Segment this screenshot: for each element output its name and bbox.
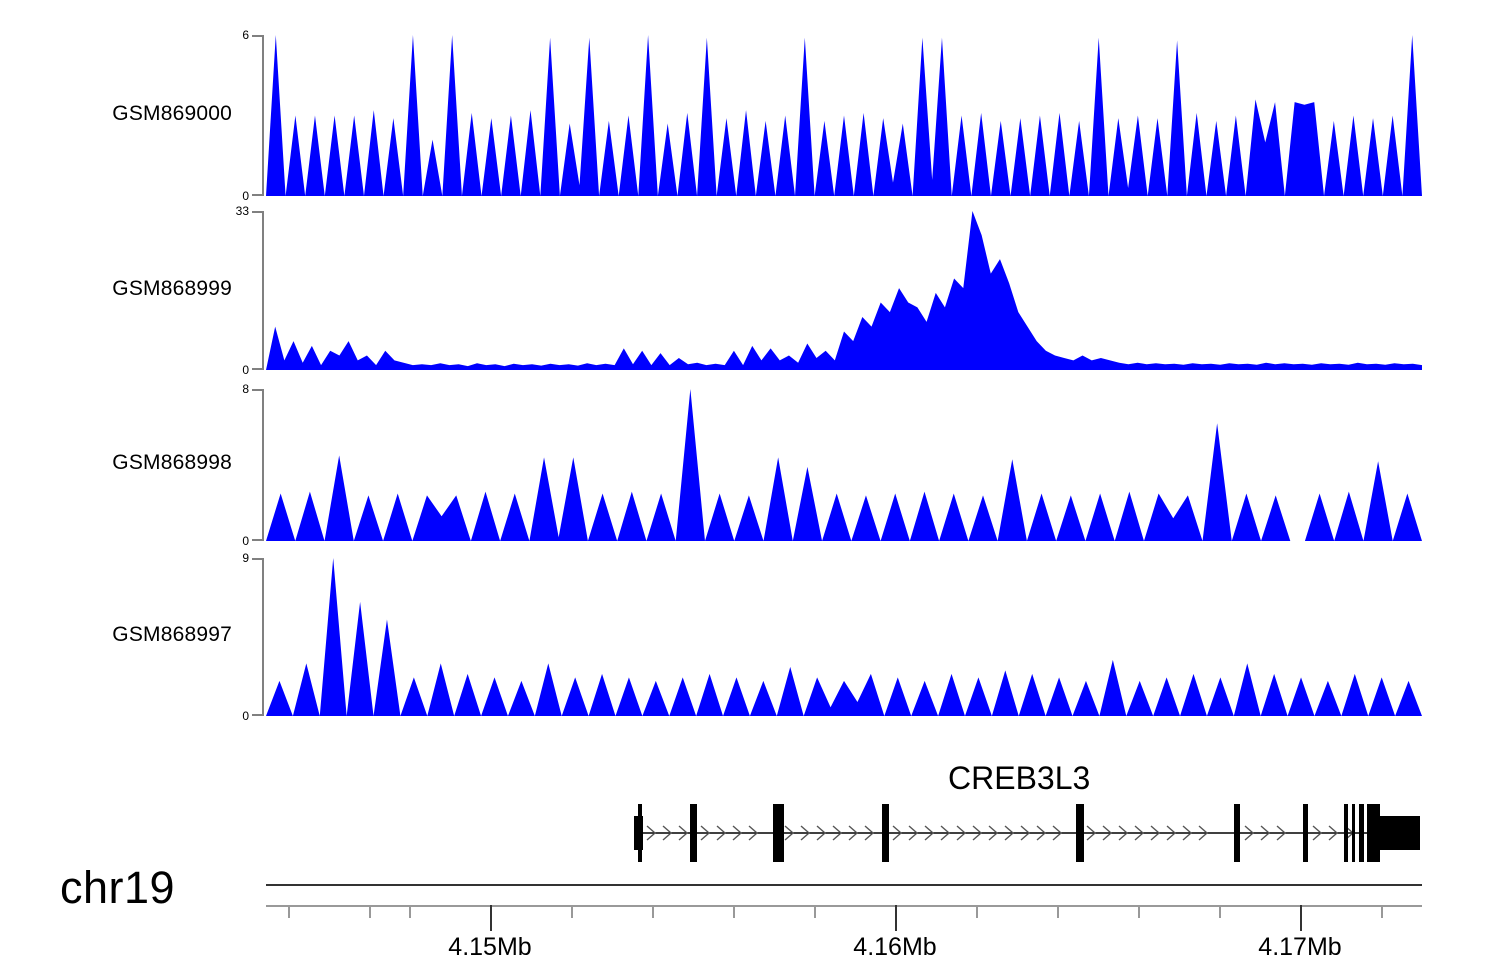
ruler-minor-tick [1138, 905, 1140, 918]
ruler-minor-tick [733, 905, 735, 918]
ruler-major-tick [895, 905, 897, 931]
y-axis-max-label: 8 [242, 382, 249, 396]
y-axis-gsm868997: 9 0 [236, 552, 264, 722]
y-axis-max-label: 6 [242, 28, 249, 42]
y-axis-tick-min [252, 714, 264, 716]
coverage-track-gsm868999: GSM868999 33 0 [0, 205, 1500, 376]
ruler-minor-tick [288, 905, 290, 918]
y-axis-tick-max [252, 35, 264, 37]
y-axis-max-label: 9 [242, 551, 249, 565]
ruler-minor-tick [976, 905, 978, 918]
coverage-track-gsm868998: GSM868998 8 0 [0, 383, 1500, 547]
track-label-gsm868998: GSM868998 [112, 451, 232, 474]
y-axis-max-label: 33 [235, 204, 249, 218]
coverage-plot-gsm868998[interactable] [266, 389, 1422, 541]
ruler-minor-tick [814, 905, 816, 918]
ruler-minor-tick [409, 905, 411, 918]
gene-model-glyph[interactable] [0, 802, 1500, 864]
ruler-minor-tick [369, 905, 371, 918]
gene-annotation-track: CREB3L3 [0, 760, 1500, 875]
y-axis-tick-min [252, 194, 264, 196]
y-axis-tick-max [252, 558, 264, 560]
gene-label-text: CREB3L3 [948, 760, 1091, 796]
y-axis-line [262, 558, 264, 716]
coverage-track-gsm869000: GSM869000 6 0 [0, 29, 1500, 202]
y-axis-line [262, 211, 264, 370]
chromosome-label: chr19 [60, 862, 176, 913]
y-axis-tick-max [252, 211, 264, 213]
ruler-line [266, 905, 1422, 907]
y-axis-tick-min [252, 368, 264, 370]
coverage-plot-gsm869000[interactable] [266, 35, 1422, 196]
y-axis-min-label: 0 [242, 363, 249, 377]
coverage-plot-gsm868997[interactable] [266, 558, 1422, 716]
ruler-major-tick [1300, 905, 1302, 931]
gene-label[interactable]: CREB3L3 [0, 760, 1500, 797]
y-axis-tick-max [252, 389, 264, 391]
gene-track-baseline [266, 884, 1422, 886]
ruler-minor-tick [652, 905, 654, 918]
y-axis-min-label: 0 [242, 534, 249, 548]
genomic-coordinate-ruler[interactable]: 4.15Mb 4.16Mb 4.17Mb [266, 905, 1422, 961]
track-label-gsm868999: GSM868999 [112, 276, 232, 300]
y-axis-tick-min [252, 539, 264, 541]
ruler-tick-label: 4.15Mb [448, 933, 532, 961]
y-axis-min-label: 0 [242, 709, 249, 723]
ruler-tick-label: 4.16Mb [853, 933, 937, 961]
ruler-tick-label: 4.17Mb [1258, 933, 1342, 961]
coverage-track-gsm868997: GSM868997 9 0 [0, 552, 1500, 722]
track-label-gsm868997: GSM868997 [112, 623, 232, 646]
ruler-minor-tick [1381, 905, 1383, 918]
ruler-minor-tick [1057, 905, 1059, 918]
coverage-plot-gsm868999[interactable] [266, 211, 1422, 370]
ruler-minor-tick [1219, 905, 1221, 918]
y-axis-min-label: 0 [242, 189, 249, 203]
ruler-major-tick [490, 905, 492, 931]
y-axis-gsm868999: 33 0 [236, 205, 264, 376]
ruler-minor-tick [571, 905, 573, 918]
track-label-gsm869000: GSM869000 [112, 101, 232, 125]
y-axis-line [262, 389, 264, 541]
y-axis-gsm868998: 8 0 [236, 383, 264, 547]
y-axis-line [262, 35, 264, 196]
y-axis-gsm869000: 6 0 [236, 29, 264, 202]
